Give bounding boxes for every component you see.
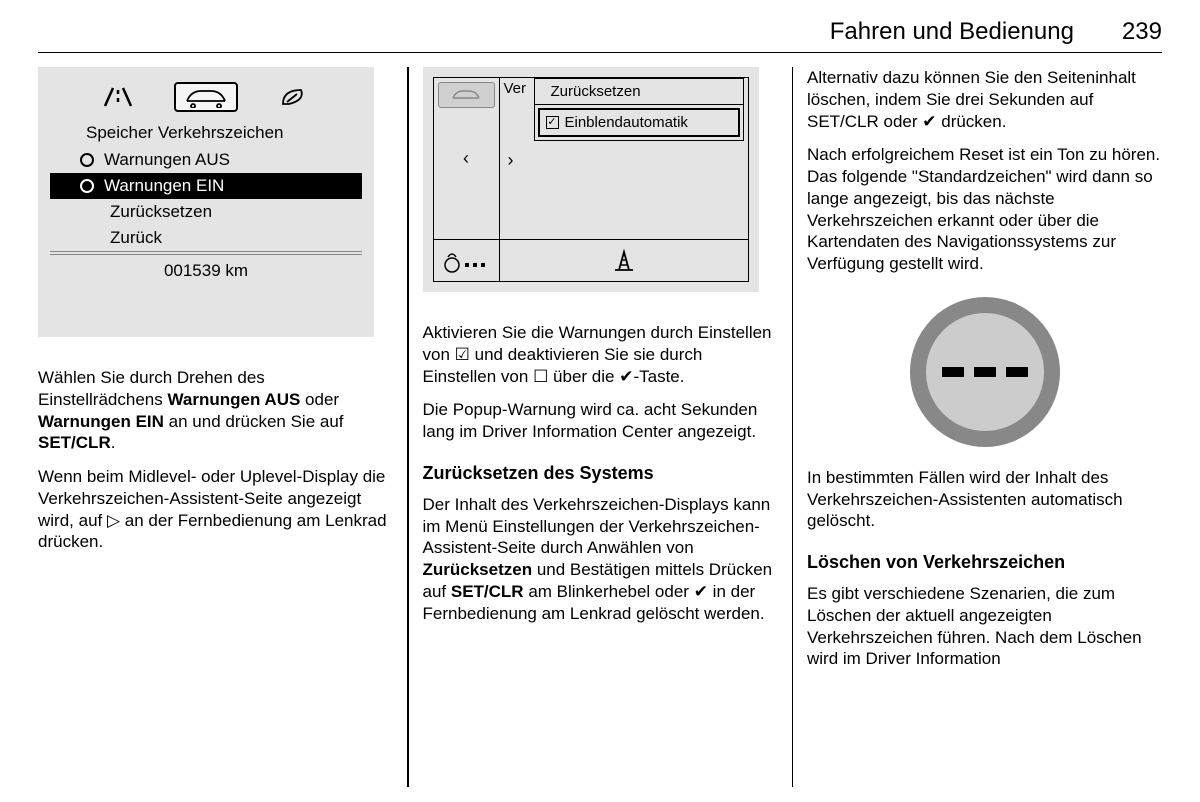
paragraph: Wählen Sie durch Drehen des Einstellrädc… [38, 367, 393, 454]
paragraph: Aktivieren Sie die Warnungen durch Einst… [423, 322, 778, 387]
paragraph: Wenn beim Midlevel- oder Uplevel-Display… [38, 466, 393, 553]
heading-delete: Löschen von Verkehrszeichen [807, 552, 1162, 573]
menu-item-label: Zurück [110, 228, 162, 248]
menu-item-label: Warnungen AUS [104, 150, 230, 170]
check-icon: ✔ [619, 367, 633, 386]
check-icon: ✔ [922, 112, 936, 131]
default-sign-figure [807, 297, 1162, 447]
dash-icon [974, 367, 996, 377]
partial-label: Ver [504, 80, 527, 97]
car-icon-small [438, 82, 495, 108]
car-icon [174, 82, 238, 112]
menu-item-back: Zurück [50, 225, 362, 251]
paragraph: In bestimmten Fällen wird der Inhalt des… [807, 467, 1162, 532]
page-header: Fahren und Bedienung 239 [38, 18, 1162, 53]
menu-item-on-selected: Warnungen EIN [50, 173, 362, 199]
popup-menu: Zurücksetzen ✓ Einblendautomatik [534, 78, 744, 141]
menu-item-off: Warnungen AUS [50, 147, 362, 173]
leaf-icon [262, 82, 326, 112]
radio-icon [80, 179, 94, 193]
paragraph: Der Inhalt des Verkehrszeichen-Displays … [423, 494, 778, 625]
checkbox-empty-icon: ☐ [533, 367, 548, 386]
menu-item-label: Warnungen EIN [104, 176, 224, 196]
dash-icon [1006, 367, 1028, 377]
radio-icon [80, 153, 94, 167]
page-number: 239 [1122, 18, 1162, 46]
odometer: 001539 km [50, 254, 362, 287]
display-screenshot-2: ‹ Ver [423, 67, 759, 292]
checkbox-checked-icon: ☑ [455, 345, 470, 364]
lane-icon [86, 82, 150, 112]
display-right-pane: Ver Zurücksetzen ✓ Einblendautomatik › [500, 78, 748, 281]
heading-reset: Zurücksetzen des Systems [423, 463, 778, 484]
display-tabs [50, 79, 362, 115]
paragraph: Die Popup-Warnung wird ca. acht Sekunden… [423, 399, 778, 443]
play-icon: ▷ [107, 511, 120, 530]
content-columns: Speicher Verkehrszeichen Warnungen AUS W… [38, 67, 1162, 787]
paragraph: Nach erfolgreichem Reset ist ein Ton zu … [807, 144, 1162, 275]
chapter-title: Fahren und Bedienung [830, 18, 1074, 46]
paragraph: Es gibt verschiedene Szenarien, die zum … [807, 583, 1162, 670]
display-left-pane: ‹ [434, 78, 500, 281]
traffic-sign-placeholder-icon [910, 297, 1060, 447]
checkbox-checked-icon: ✓ [546, 116, 559, 129]
right-arrow-icon: › [508, 150, 514, 171]
column-2: ‹ Ver [409, 67, 792, 787]
column-1: Speicher Verkehrszeichen Warnungen AUS W… [38, 67, 407, 787]
menu-item-reset: Zurücksetzen [50, 199, 362, 225]
dash-icon [942, 367, 964, 377]
menu-item-label: Zurücksetzen [110, 202, 212, 222]
menu-title: Speicher Verkehrszeichen [50, 119, 362, 147]
paragraph: Alternativ dazu können Sie den Seiteninh… [807, 67, 1162, 132]
popup-item-auto: ✓ Einblendautomatik [538, 108, 740, 137]
display-screenshot-1: Speicher Verkehrszeichen Warnungen AUS W… [38, 67, 374, 337]
column-3: Alternativ dazu können Sie den Seiteninh… [793, 67, 1162, 787]
popup-item-reset: Zurücksetzen [535, 79, 743, 105]
popup-item-label: Einblendautomatik [565, 114, 688, 131]
assist-icon [434, 239, 499, 281]
check-icon: ✔ [694, 582, 708, 601]
left-arrow-icon: ‹ [434, 148, 499, 169]
cone-icon [500, 239, 748, 281]
display-menu: Speicher Verkehrszeichen Warnungen AUS W… [50, 119, 362, 252]
